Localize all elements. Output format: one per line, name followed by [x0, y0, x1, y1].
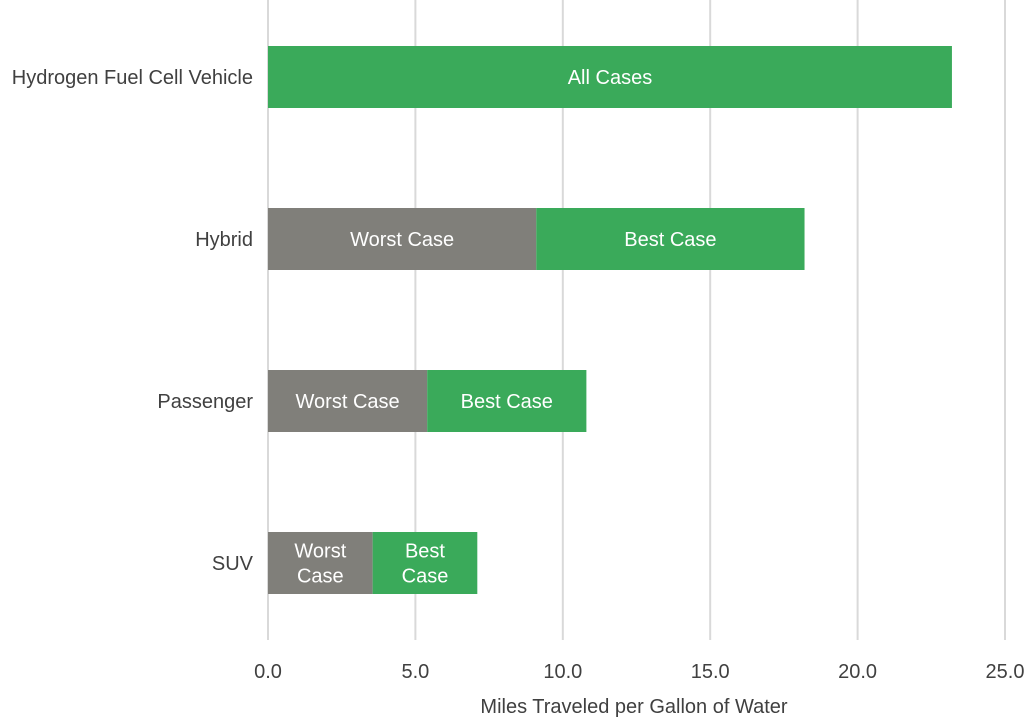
- bar-segment-best-case: [372, 532, 478, 594]
- category-label: Hybrid: [195, 229, 253, 251]
- bars: All Cases Worst Case Best Case Worst Case Be…: [268, 46, 952, 594]
- bar-label: Best Case: [461, 391, 553, 413]
- bar-label: Case: [402, 566, 449, 588]
- bar-label: Best: [405, 541, 445, 563]
- x-tick-label: 10.0: [543, 661, 582, 683]
- category-label: SUV: [212, 553, 254, 575]
- bar-label: Worst: [294, 541, 346, 563]
- bar-segment-worst-case: [268, 532, 373, 594]
- bar-segment-best-case: [536, 208, 805, 270]
- bar-label: Worst Case: [296, 391, 400, 413]
- x-tick-label: 15.0: [691, 661, 730, 683]
- x-tick-label: 20.0: [838, 661, 877, 683]
- bar-segment-best-case: [427, 370, 587, 432]
- x-tick-label: 0.0: [254, 661, 282, 683]
- bar-label: Best Case: [624, 229, 716, 251]
- x-tick-label: 5.0: [401, 661, 429, 683]
- category-label: Hydrogen Fuel Cell Vehicle: [12, 67, 253, 89]
- category-label: Passenger: [157, 391, 253, 413]
- x-axis-ticks: 0.0 5.0 10.0 15.0 20.0 25.0: [254, 661, 1024, 683]
- bar-segment-worst-case: [268, 370, 428, 432]
- bar-segment-worst-case: [268, 208, 537, 270]
- bar-label: Case: [297, 566, 344, 588]
- bar-label: Worst Case: [350, 229, 454, 251]
- bar-segment-all-cases: [268, 46, 952, 108]
- x-tick-label: 25.0: [986, 661, 1024, 683]
- category-labels: Hydrogen Fuel Cell Vehicle Hybrid Passenge…: [12, 67, 254, 575]
- bar-label: All Cases: [568, 67, 652, 89]
- x-axis-title: Miles Traveled per Gallon of Water: [480, 696, 787, 718]
